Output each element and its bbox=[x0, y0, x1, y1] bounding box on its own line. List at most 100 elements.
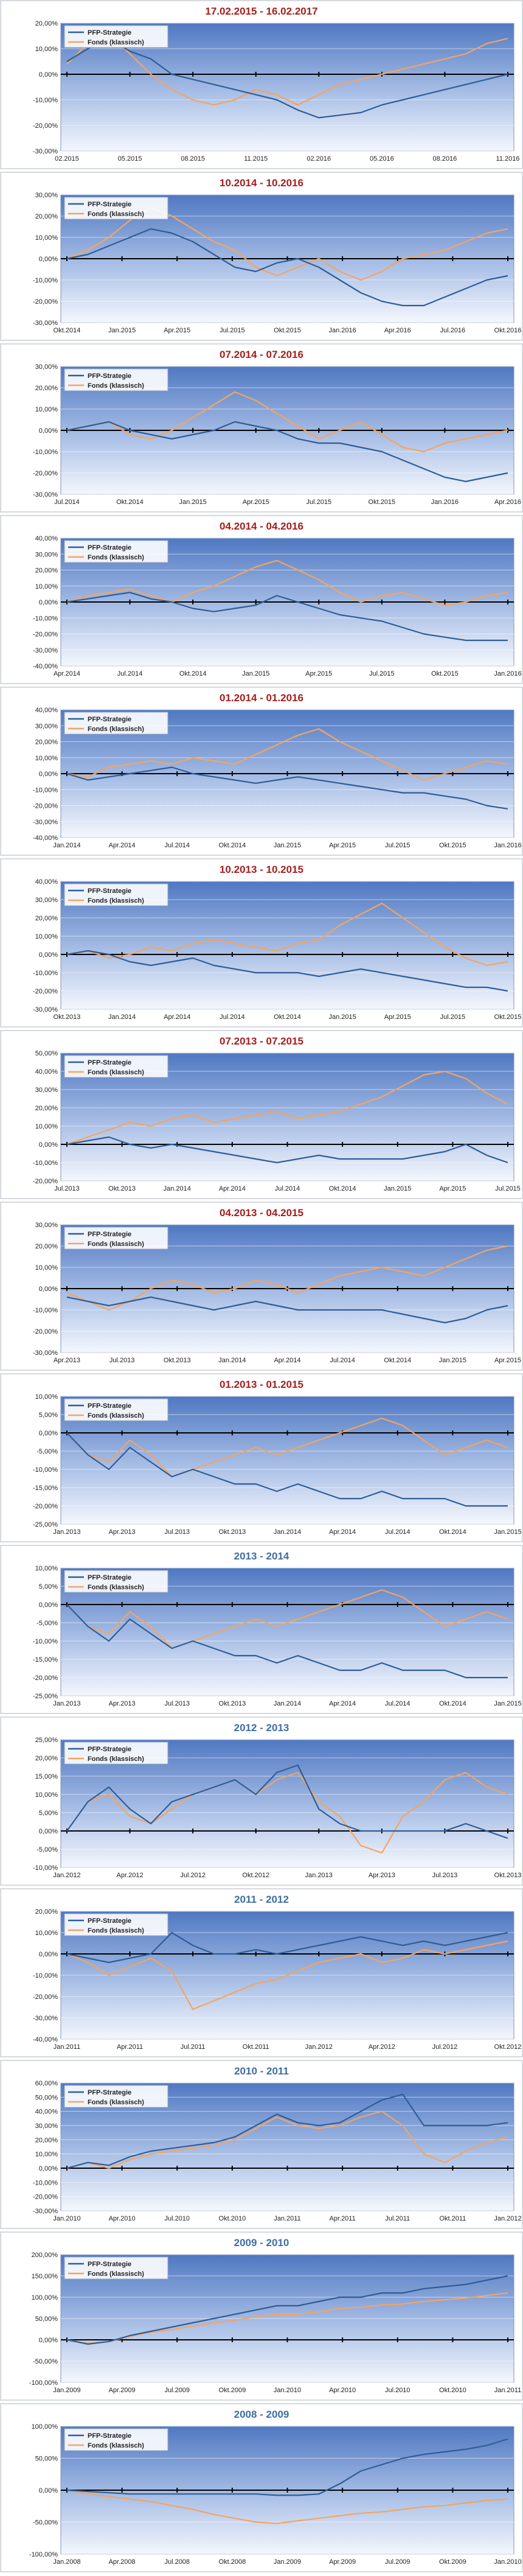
x-tick-label: Apr.2015 bbox=[243, 499, 269, 506]
x-tick-label: Jan.2008 bbox=[53, 2558, 80, 2566]
y-tick-label: 10,00% bbox=[35, 755, 58, 762]
y-tick-label: 5,00% bbox=[39, 1810, 58, 1817]
y-tick-label: 0,00% bbox=[39, 1430, 58, 1437]
x-tick-label: Jan.2011 bbox=[494, 2387, 521, 2394]
x-tick-label: Jul.2014 bbox=[164, 842, 190, 849]
y-tick-label: 40,00% bbox=[35, 535, 58, 542]
y-tick-label: -5,00% bbox=[36, 1620, 58, 1627]
y-tick-label: -20,00% bbox=[33, 2194, 58, 2201]
series-line-fonds bbox=[66, 1417, 508, 1478]
y-tick-label: 30,00% bbox=[35, 1087, 58, 1094]
x-tick-label: Jul.2013 bbox=[432, 1872, 458, 1879]
y-tick-label: 10,00% bbox=[35, 1791, 58, 1799]
chart-svg: 17.02.2015 - 16.02.2017 20,00% 10,00% 0,00%… bbox=[0, 0, 523, 169]
x-tick-label: Jan.2015 bbox=[179, 499, 207, 506]
y-tick-label: 0,00% bbox=[39, 1828, 58, 1835]
x-tick-label: Jan.2015 bbox=[439, 1357, 466, 1364]
legend-label: PFP-Strategie bbox=[88, 201, 131, 208]
x-tick-label: Apr.2015 bbox=[329, 842, 356, 849]
x-tick-label: Okt.2011 bbox=[439, 2215, 466, 2222]
series-line-pfp bbox=[66, 1136, 508, 1164]
x-tick-label: 11.2015 bbox=[244, 155, 268, 163]
x-tick-label: Okt.2014 bbox=[439, 1700, 466, 1707]
y-tick-label: -10,00% bbox=[33, 97, 58, 104]
x-tick-label: Okt.2013 bbox=[219, 1528, 246, 1536]
chart-svg: 04.2014 - 04.2016 40,00% 30,00% 20,00% 10,00… bbox=[0, 515, 523, 684]
legend-box bbox=[64, 2256, 168, 2280]
legend-label: Fonds (klassisch) bbox=[88, 39, 144, 46]
y-tick-label: 20,00% bbox=[35, 567, 58, 575]
series-line-fonds bbox=[66, 2292, 508, 2344]
y-tick-label: -10,00% bbox=[33, 1307, 58, 1314]
legend-label: Fonds (klassisch) bbox=[88, 211, 144, 218]
x-tick-label: Jul.2013 bbox=[109, 1357, 135, 1364]
y-tick-label: 50,00% bbox=[35, 2455, 58, 2463]
x-tick-label: Okt.2014 bbox=[219, 842, 246, 849]
chart-title: 01.2013 - 01.2015 bbox=[220, 1379, 303, 1390]
y-tick-label: -30,00% bbox=[33, 647, 58, 654]
x-tick-label: Jan.2015 bbox=[494, 1528, 521, 1536]
chart-panel: 2010 - 2011 60,00% 50,00% 40,00% 30,00% 20,00… bbox=[0, 2060, 523, 2231]
x-tick-label: Jul.2014 bbox=[54, 499, 80, 506]
chart-svg: 10.2014 - 10.2016 30,00% 20,00% 10,00% 0,00%… bbox=[0, 172, 523, 341]
chart-svg: 2008 - 2009 100,00% 50,00% 0,00% -50,00% -100… bbox=[0, 2403, 523, 2572]
x-tick-label: 02.2016 bbox=[307, 155, 331, 163]
legend-label: Fonds (klassisch) bbox=[88, 1412, 144, 1419]
x-tick-label: Apr.2014 bbox=[219, 1185, 246, 1192]
x-tick-label: Apr.2009 bbox=[109, 2387, 136, 2394]
y-tick-label: 0,00% bbox=[39, 256, 58, 263]
series-line-fonds bbox=[66, 1771, 508, 1854]
chart-title: 04.2013 - 04.2015 bbox=[220, 1207, 303, 1219]
x-tick-label: Okt.2014 bbox=[274, 1013, 301, 1021]
y-tick-label: -10,00% bbox=[33, 1466, 58, 1474]
legend-box bbox=[64, 2085, 168, 2108]
y-tick-label: 0,00% bbox=[39, 427, 58, 435]
x-tick-label: Jan.2010 bbox=[274, 2387, 301, 2394]
series-line-pfp bbox=[66, 2275, 508, 2345]
y-tick-label: -10,00% bbox=[33, 615, 58, 622]
x-tick-label: Okt.2009 bbox=[439, 2558, 466, 2566]
x-tick-label: Okt.2013 bbox=[219, 1700, 246, 1707]
y-tick-label: 10,00% bbox=[35, 933, 58, 940]
x-tick-label: Jan.2014 bbox=[274, 1700, 301, 1707]
x-tick-label: Jul.2008 bbox=[164, 2558, 190, 2566]
legend-label: Fonds (klassisch) bbox=[88, 1069, 144, 1076]
series-line-fonds bbox=[66, 2110, 508, 2169]
series-line-pfp bbox=[66, 2438, 508, 2496]
chart-title: 2009 - 2010 bbox=[234, 2237, 289, 2249]
y-tick-label: 50,00% bbox=[35, 1050, 58, 1057]
series-line-pfp bbox=[66, 592, 508, 642]
y-tick-label: -30,00% bbox=[33, 148, 58, 155]
y-tick-label: -10,00% bbox=[33, 1638, 58, 1645]
y-tick-label: 30,00% bbox=[35, 363, 58, 371]
x-tick-label: Apr.2014 bbox=[329, 1528, 356, 1536]
series-line-pfp bbox=[66, 1604, 508, 1679]
x-tick-label: Jan.2013 bbox=[53, 1700, 80, 1707]
x-tick-label: Okt.2015 bbox=[274, 327, 301, 334]
y-tick-label: 150,00% bbox=[32, 2273, 58, 2280]
x-tick-label: Okt.2014 bbox=[179, 670, 207, 677]
y-tick-label: 0,00% bbox=[39, 2337, 58, 2344]
y-tick-label: 20,00% bbox=[35, 213, 58, 220]
y-tick-label: -20,00% bbox=[33, 1178, 58, 1185]
x-tick-label: Jul.2013 bbox=[164, 1700, 190, 1707]
x-tick-label: Apr.2010 bbox=[329, 2387, 356, 2394]
x-tick-label: Jan.2016 bbox=[328, 327, 356, 334]
x-tick-label: Jan.2009 bbox=[53, 2387, 80, 2394]
y-tick-label: 30,00% bbox=[35, 897, 58, 904]
y-tick-label: -50,00% bbox=[33, 2519, 58, 2527]
y-tick-label: 30,00% bbox=[35, 723, 58, 730]
y-tick-label: 0,00% bbox=[39, 2487, 58, 2494]
x-tick-label: Jan.2013 bbox=[305, 1872, 333, 1879]
legend-label: Fonds (klassisch) bbox=[88, 1241, 144, 1248]
y-tick-label: -15,00% bbox=[33, 1485, 58, 1492]
x-tick-label: Apr.2008 bbox=[109, 2558, 136, 2566]
chart-panel: 2011 - 2012 20,00% 10,00% 0,00% -10,00% -20,0… bbox=[0, 1888, 523, 2060]
chart-svg: 2012 - 2013 25,00% 20,00% 15,00% 10,00% 5,00%… bbox=[0, 1717, 523, 1886]
x-tick-label: Jan.2016 bbox=[494, 842, 521, 849]
legend-label: PFP-Strategie bbox=[88, 716, 131, 723]
y-tick-label: -10,00% bbox=[33, 1972, 58, 1979]
y-tick-label: 100,00% bbox=[32, 2294, 58, 2301]
x-tick-label: Jul.2009 bbox=[385, 2558, 410, 2566]
legend-label: Fonds (klassisch) bbox=[88, 554, 144, 561]
